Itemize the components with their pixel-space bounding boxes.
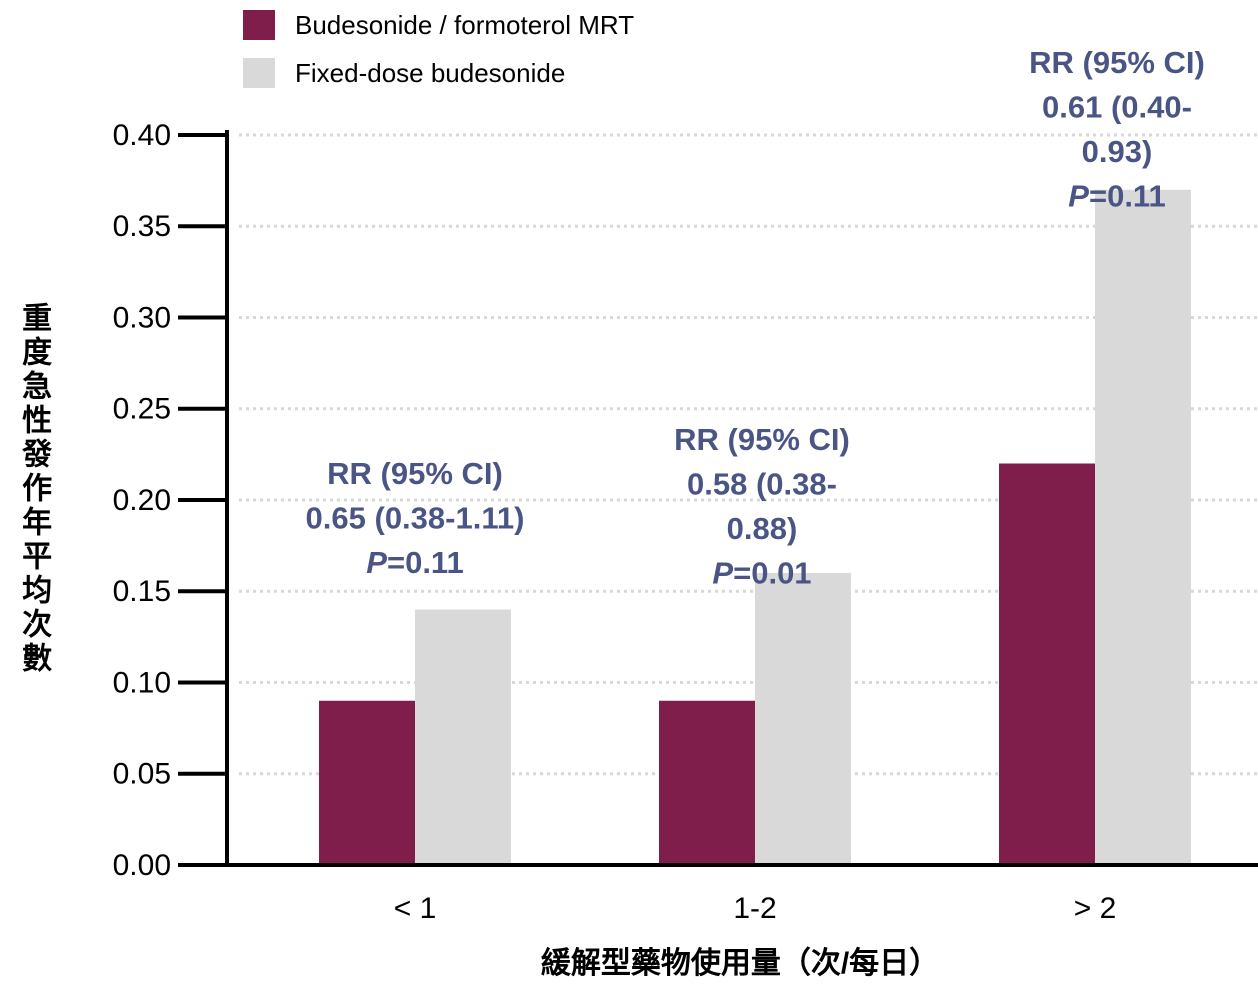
annotation-line: 0.61 (0.40- [1042, 90, 1192, 125]
y-tick-label: 0.10 [113, 666, 171, 699]
y-tick-label: 0.40 [113, 119, 171, 152]
x-axis-title: 緩解型藥物使用量（次/每日） [541, 946, 939, 980]
annotation-line: RR (95% CI) [1029, 45, 1205, 80]
annotation-line: 0.93) [1082, 134, 1153, 169]
y-axis-title: 重度急性發作年平均次數 [17, 302, 53, 676]
bar [319, 700, 415, 863]
p-value: =0.11 [387, 545, 464, 580]
legend-label: Budesonide / formoterol MRT [295, 10, 634, 40]
p-label: P [712, 556, 733, 591]
y-tick-label: 0.15 [113, 575, 171, 608]
annotation-p: P=0.11 [1068, 179, 1165, 214]
legend-swatch [243, 10, 275, 40]
annotation-p: P=0.11 [366, 545, 463, 580]
bar [755, 573, 851, 863]
y-tick-label: 0.00 [113, 849, 171, 882]
p-value: =0.11 [1089, 179, 1166, 214]
bar [415, 609, 511, 863]
annotation-line: 0.65 (0.38-1.11) [306, 501, 525, 536]
y-tick-label: 0.30 [113, 301, 171, 334]
legend-swatch [243, 58, 275, 88]
legend-label: Fixed-dose budesonide [295, 58, 565, 88]
annotation-line: RR (95% CI) [674, 422, 850, 457]
x-tick-label: 1-2 [733, 892, 776, 925]
bar [1095, 189, 1191, 863]
p-label: P [366, 545, 387, 580]
y-tick-label: 0.05 [113, 758, 171, 791]
x-tick-label: < 1 [394, 892, 437, 925]
y-tick-label: 0.20 [113, 484, 171, 517]
bar [659, 700, 755, 863]
y-tick-label: 0.25 [113, 393, 171, 426]
annotation-p: P=0.01 [712, 556, 811, 591]
annotation-line: 0.58 (0.38- [687, 467, 837, 502]
annotation-line: 0.88) [727, 511, 798, 546]
y-tick-label: 0.35 [113, 210, 171, 243]
p-value: =0.01 [733, 556, 811, 591]
p-label: P [1068, 179, 1089, 214]
annotation-line: RR (95% CI) [327, 456, 503, 491]
x-tick-label: > 2 [1074, 892, 1117, 925]
bar [999, 463, 1095, 863]
